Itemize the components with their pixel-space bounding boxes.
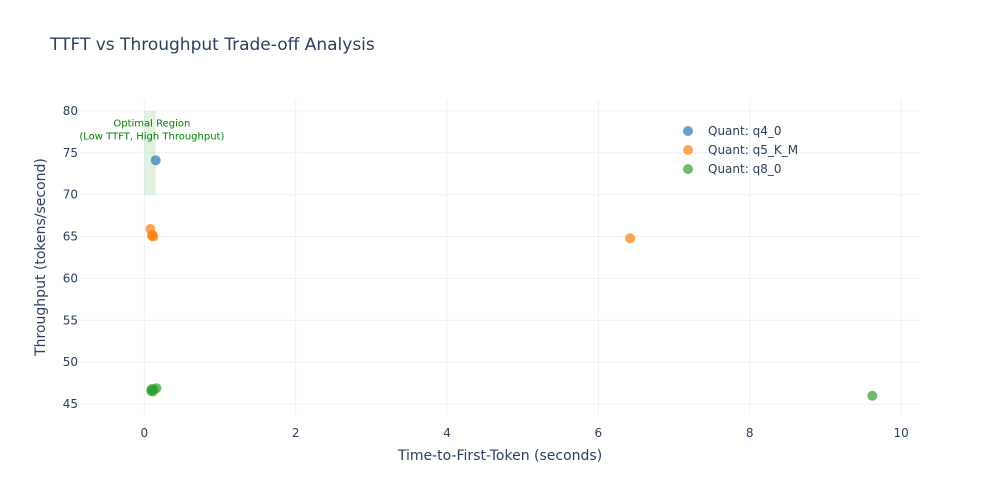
legend-marker-q5-k-m <box>683 145 693 155</box>
y-tick-label: 50 <box>63 355 78 369</box>
optimal-region-annotation: Optimal Region (Low TTFT, High Throughpu… <box>79 119 224 143</box>
legend-marker-q8-0 <box>683 164 693 174</box>
legend-label-q4-0: Quant: q4_0 <box>708 124 781 138</box>
x-axis-ticks: 0 2 4 6 8 10 <box>141 426 909 440</box>
optimal-region-rect <box>144 110 156 195</box>
legend: Quant: q4_0 Quant: q5_K_M Quant: q8_0 <box>683 124 798 176</box>
legend-item-q8-0[interactable]: Quant: q8_0 <box>683 162 781 176</box>
annotation-line-2: (Low TTFT, High Throughput) <box>79 132 224 143</box>
annotation-line-1: Optimal Region <box>113 119 190 130</box>
x-tick-label: 4 <box>443 426 451 440</box>
x-tick-label: 6 <box>595 426 603 440</box>
y-tick-label: 80 <box>63 104 78 118</box>
x-axis-title: Time-to-First-Token (seconds) <box>397 448 602 464</box>
y-tick-label: 60 <box>63 271 78 285</box>
data-points <box>145 155 878 401</box>
y-tick-label: 75 <box>63 146 78 160</box>
y-axis-ticks: 45 50 55 60 65 70 75 80 <box>63 104 78 411</box>
legend-label-q8-0: Quant: q8_0 <box>708 162 781 176</box>
x-tick-label: 0 <box>141 426 149 440</box>
x-tick-label: 8 <box>746 426 754 440</box>
optimal-region <box>144 110 156 195</box>
y-tick-label: 70 <box>63 188 78 202</box>
legend-item-q5-k-m[interactable]: Quant: q5_K_M <box>683 143 798 157</box>
legend-marker-q4-0 <box>683 126 693 136</box>
y-tick-label: 65 <box>63 230 78 244</box>
y-axis-title: Throughput (tokens/second) <box>33 158 49 357</box>
legend-item-q4-0[interactable]: Quant: q4_0 <box>683 124 781 138</box>
data-point-series-2[interactable] <box>147 386 158 397</box>
x-tick-label: 10 <box>893 426 908 440</box>
y-tick-label: 45 <box>63 397 78 411</box>
data-point-series-2[interactable] <box>867 390 878 401</box>
data-point-series-1[interactable] <box>625 233 636 244</box>
data-point-series-0[interactable] <box>150 155 161 166</box>
legend-label-q5-k-m: Quant: q5_K_M <box>708 143 798 157</box>
chart-title: TTFT vs Throughput Trade-off Analysis <box>49 35 375 55</box>
data-point-series-1[interactable] <box>147 229 158 240</box>
y-tick-label: 55 <box>63 313 78 327</box>
x-tick-label: 2 <box>292 426 300 440</box>
grid-lines <box>80 100 920 415</box>
